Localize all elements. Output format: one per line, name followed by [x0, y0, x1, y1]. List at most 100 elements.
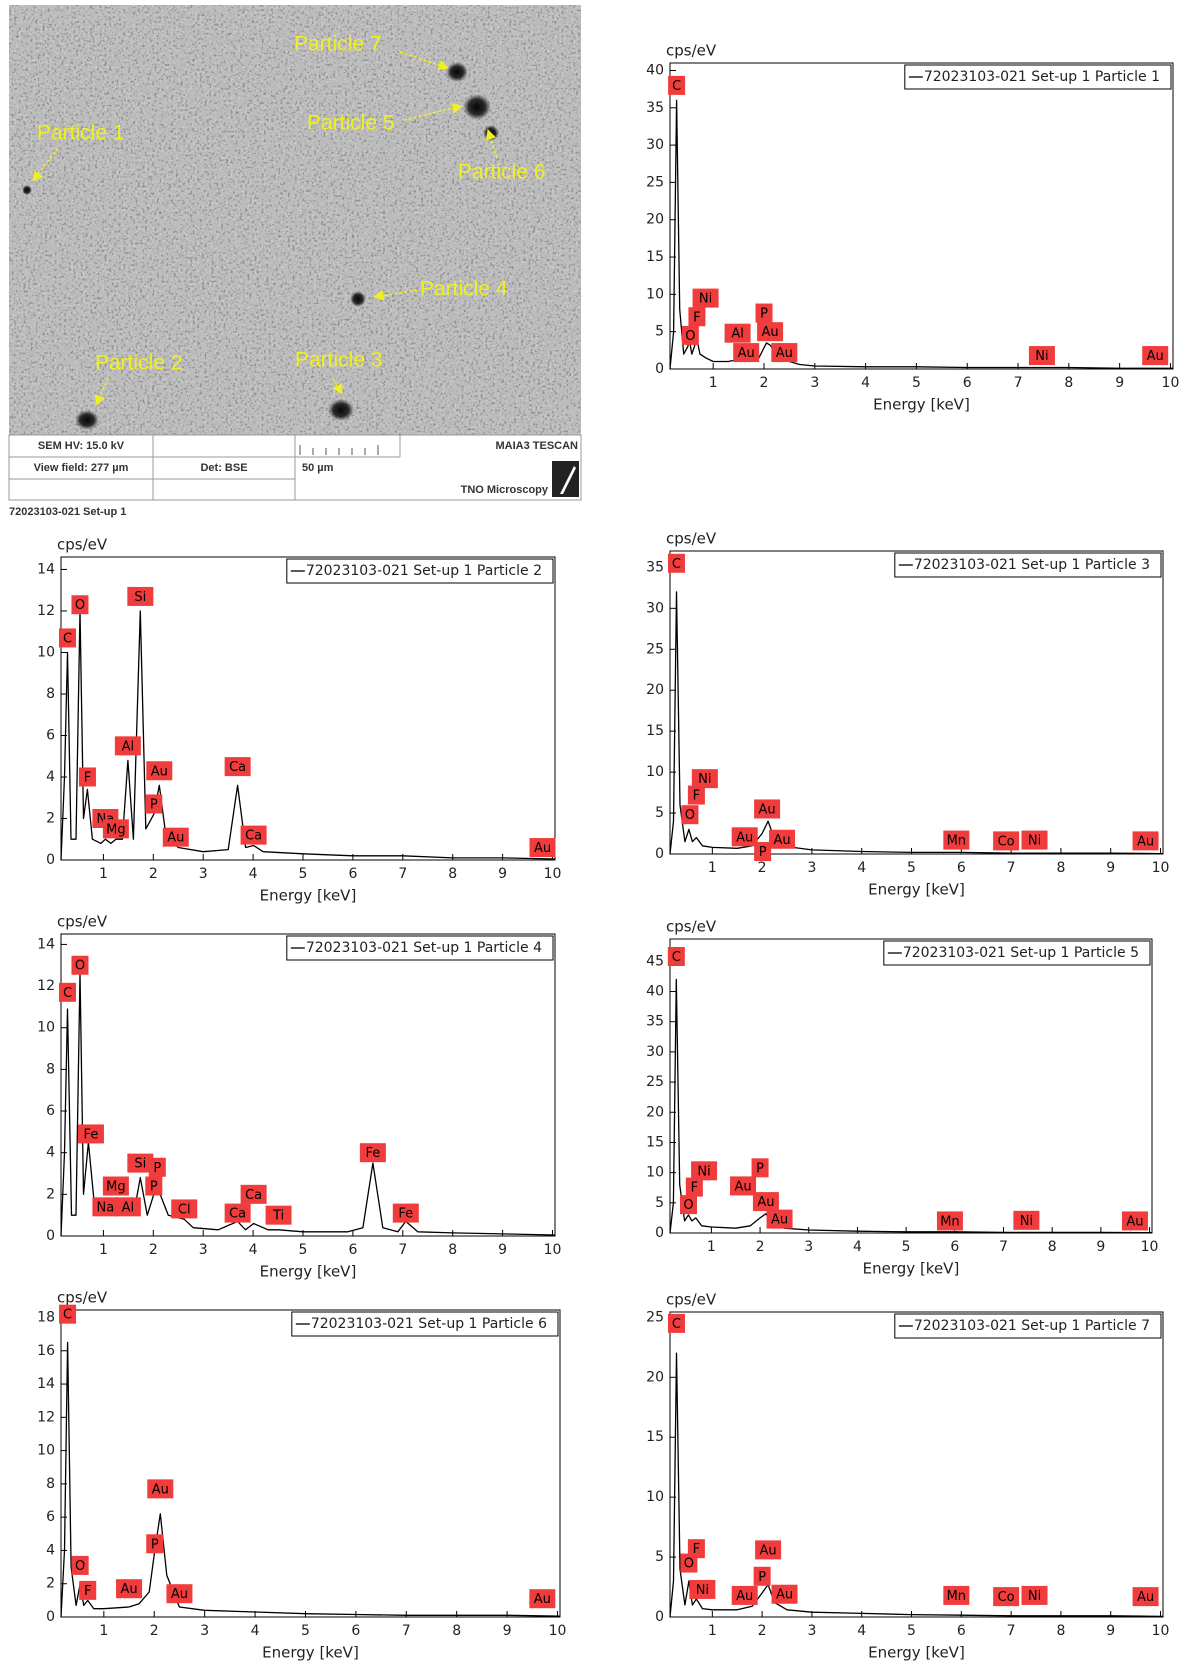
element-label-box	[993, 1587, 1020, 1607]
y-tick-label: 4	[46, 769, 55, 785]
element-label-text: Au	[771, 1213, 788, 1228]
element-label: C	[59, 1304, 77, 1324]
y-tick-label: 15	[646, 1134, 664, 1150]
x-axis-label: Energy [keV]	[260, 887, 357, 905]
x-tick-label: 7	[999, 1239, 1008, 1255]
element-label-text: C	[63, 1308, 72, 1323]
element-label: Na	[92, 1197, 119, 1217]
element-label: Ni	[1013, 1210, 1040, 1230]
y-tick-label: 12	[37, 1409, 55, 1425]
spectrum-chart: 0 5 10 15 20 25 1 2 3 4 5 6 7 8 9 10 cps/eV Energy [keV] 7…	[646, 1291, 1169, 1662]
element-label-text: Ni	[696, 1583, 709, 1598]
element-label-box	[692, 288, 719, 308]
arrow	[332, 377, 343, 395]
x-tick-label: 5	[907, 1623, 916, 1639]
element-label-box	[689, 1579, 716, 1599]
x-tick-label: 6	[957, 860, 966, 876]
y-tick-label: 5	[655, 324, 664, 340]
element-label-box	[1013, 1210, 1040, 1230]
x-tick-label: 5	[299, 866, 308, 882]
x-tick-label: 7	[398, 1242, 407, 1258]
plot-frame	[669, 62, 1174, 370]
element-label: Ca	[240, 825, 267, 845]
y-tick-label: 10	[37, 1020, 55, 1036]
element-label: Mn	[943, 1585, 970, 1605]
y-tick-label: 0	[655, 361, 664, 377]
element-label-text: F	[693, 310, 700, 325]
element-label-text: Co	[998, 1590, 1015, 1605]
element-label-text: Au	[171, 1587, 188, 1602]
x-tick-label: 9	[1096, 1239, 1105, 1255]
element-label: P	[755, 303, 773, 323]
x-tick-label: 1	[99, 1242, 108, 1258]
legend: 72023103-021 Set-up 1 Particle 5	[883, 940, 1151, 966]
y-tick-label: 15	[646, 1429, 664, 1445]
y-tick-label: 25	[646, 1074, 664, 1090]
element-label-text: Mg	[106, 822, 125, 837]
legend-label: 72023103-021 Set-up 1 Particle 2	[306, 563, 542, 579]
element-label: Au	[754, 799, 781, 819]
y-tick-label: 0	[46, 1228, 55, 1244]
element-label: Au	[529, 1589, 556, 1609]
y-tick-label: 2	[46, 1576, 55, 1592]
plot-frame	[60, 933, 556, 1237]
element-label-box	[116, 1579, 143, 1599]
legend-label: 72023103-021 Set-up 1 Particle 4	[306, 940, 542, 956]
element-label-text: Si	[134, 1157, 146, 1172]
legend-box	[904, 64, 1172, 90]
x-axis-label: Energy [keV]	[260, 1263, 357, 1281]
element-label-text: Mn	[947, 1589, 966, 1604]
element-label-box	[757, 322, 784, 342]
element-label-box	[146, 761, 173, 781]
element-label-text: P	[760, 307, 768, 322]
element-label-text: Fe	[84, 1127, 99, 1142]
element-label: O	[680, 1195, 698, 1215]
element-label-box	[769, 829, 796, 849]
element-label-text: P	[151, 1537, 159, 1552]
info-scale: 50 µm	[302, 462, 334, 474]
y-tick-label: 10	[37, 1443, 55, 1459]
element-label: P	[146, 1534, 164, 1554]
y-tick-label: 40	[646, 984, 664, 1000]
x-tick-label: 5	[907, 860, 916, 876]
element-label-box	[731, 1585, 758, 1605]
x-tick-label: 6	[957, 1623, 966, 1639]
element-label: F	[687, 785, 705, 805]
element-label-box	[59, 1304, 77, 1324]
legend-box	[291, 1311, 559, 1337]
element-label-text: C	[63, 631, 72, 646]
y-axis-label: cps/eV	[666, 1291, 717, 1309]
element-label: Si	[127, 1153, 154, 1173]
arrow	[32, 147, 59, 182]
y-tick-label: 15	[646, 249, 664, 265]
element-label-box	[78, 767, 96, 787]
y-tick-label: 25	[646, 641, 664, 657]
element-label-box	[58, 982, 76, 1002]
info-hv: SEM HV: 15.0 kV	[38, 440, 125, 452]
element-label: Ni	[1021, 830, 1048, 850]
element-label: F	[685, 1177, 703, 1197]
particle-label: Particle 1	[37, 122, 125, 145]
element-label: P	[751, 1158, 769, 1178]
x-tick-label: 4	[857, 1623, 866, 1639]
element-label: Au	[769, 829, 796, 849]
legend: 72023103-021 Set-up 1 Particle 3	[894, 552, 1162, 578]
element-label-text: F	[693, 789, 700, 804]
y-tick-label: 35	[646, 100, 664, 116]
element-label: Al	[724, 323, 751, 343]
x-tick-label: 8	[1056, 860, 1065, 876]
y-tick-label: 10	[646, 1165, 664, 1181]
legend-label: 72023103-021 Set-up 1 Particle 1	[924, 69, 1160, 85]
y-tick-label: 8	[46, 686, 55, 702]
legend-label: 72023103-021 Set-up 1 Particle 5	[903, 945, 1139, 961]
x-tick-label: 2	[149, 1242, 158, 1258]
element-label: O	[680, 1553, 698, 1573]
element-label-box	[754, 799, 781, 819]
element-label-box	[691, 769, 718, 789]
element-label-box	[754, 842, 772, 862]
element-label-text: Au	[762, 325, 779, 340]
element-label: Au	[755, 1540, 782, 1560]
legend-box	[286, 935, 554, 961]
